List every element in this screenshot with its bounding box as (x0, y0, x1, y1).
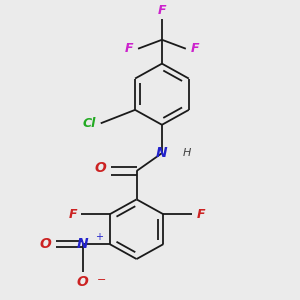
Text: F: F (190, 42, 199, 55)
Text: O: O (95, 161, 107, 175)
Text: H: H (183, 148, 191, 158)
Text: Cl: Cl (83, 117, 96, 130)
Text: F: F (125, 42, 134, 55)
Text: F: F (196, 208, 205, 221)
Text: N: N (156, 146, 168, 160)
Text: +: + (95, 232, 103, 242)
Text: O: O (40, 237, 52, 251)
Text: N: N (77, 237, 88, 251)
Text: F: F (68, 208, 77, 221)
Text: −: − (97, 275, 106, 285)
Text: F: F (158, 4, 166, 17)
Text: O: O (77, 275, 89, 289)
